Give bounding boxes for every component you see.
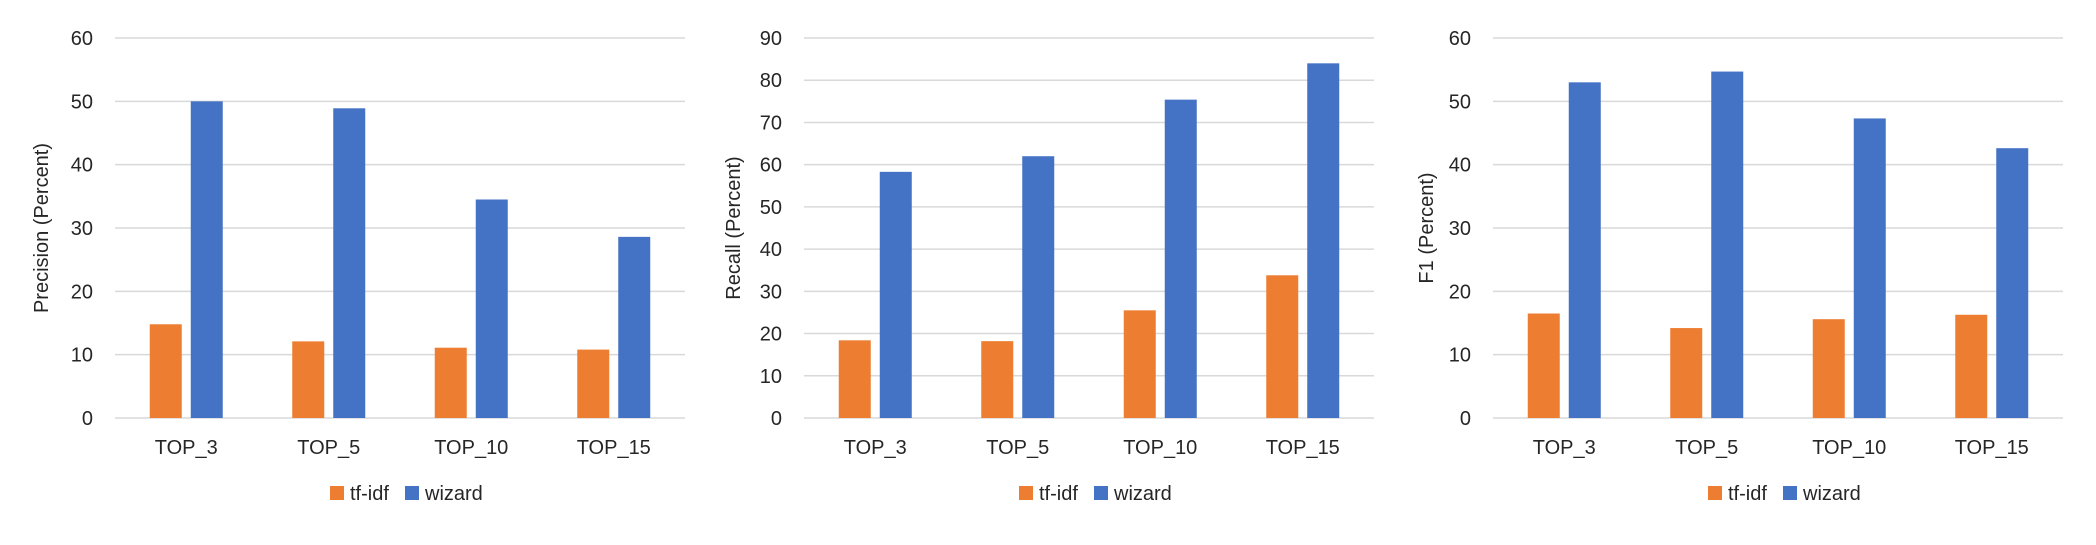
chart-panel-3: 0 10 20 30 40 50 60 F1 (Percent) TOP_3 TOP_5 TOP_1… (1416, 28, 2063, 505)
legend-label-tf-idf: tf-idf (350, 483, 389, 505)
bar-tf-idf-TOP_5 (981, 341, 1014, 418)
x-tick-label: TOP_10 (1123, 437, 1197, 459)
legend-swatch-tf-idf (1019, 486, 1033, 500)
x-tick-label: TOP_3 (844, 437, 907, 459)
bar-wizard-TOP_3 (879, 171, 912, 418)
y-tick-label: 20 (71, 281, 93, 303)
y-tick-label: 40 (71, 155, 93, 177)
legend-label-wizard: wizard (424, 483, 483, 505)
y-tick-label: 0 (82, 408, 93, 430)
bar-wizard-TOP_15 (1307, 63, 1340, 418)
legend-swatch-wizard (405, 486, 419, 500)
y-tick-label: 30 (760, 281, 782, 303)
y-tick-label: 90 (760, 28, 782, 50)
y-tick-label: 70 (760, 112, 782, 134)
y-tick-label: 0 (771, 408, 782, 430)
y-axis-title: Recall (Percent) (723, 156, 745, 299)
y-tick-label: 30 (1449, 218, 1471, 240)
y-tick-label: 80 (760, 70, 782, 92)
y-tick-label: 10 (760, 366, 782, 388)
bar-wizard-TOP_10 (475, 199, 508, 418)
chart-panel-2: 0 10 20 30 40 50 60 70 80 90 Recall (Percent) TOP_3… (723, 28, 1374, 505)
bar-tf-idf-TOP_5 (292, 341, 325, 418)
y-tick-label: 60 (1449, 28, 1471, 50)
x-tick-label: TOP_15 (577, 437, 651, 459)
y-tick-label: 60 (760, 155, 782, 177)
y-tick-label: 30 (71, 218, 93, 240)
x-tick-label: TOP_10 (1812, 437, 1886, 459)
x-tick-label: TOP_15 (1266, 437, 1340, 459)
y-axis-title: F1 (Percent) (1416, 172, 1438, 283)
legend-label-wizard: wizard (1113, 483, 1172, 505)
bar-tf-idf-TOP_3 (838, 340, 871, 418)
legend-swatch-tf-idf (1708, 486, 1722, 500)
legend-swatch-wizard (1783, 486, 1797, 500)
bar-tf-idf-TOP_5 (1670, 328, 1703, 418)
bar-tf-idf-TOP_10 (1123, 310, 1156, 418)
y-tick-label: 40 (1449, 155, 1471, 177)
y-axis-title: Precision (Percent) (31, 143, 53, 313)
bar-wizard-TOP_5 (333, 108, 366, 419)
y-tick-label: 0 (1460, 408, 1471, 430)
y-tick-label: 40 (760, 239, 782, 261)
y-tick-label: 50 (760, 197, 782, 219)
bar-wizard-TOP_3 (190, 101, 223, 418)
bar-wizard-TOP_10 (1164, 99, 1197, 419)
x-tick-label: TOP_15 (1955, 437, 2029, 459)
bar-wizard-TOP_15 (618, 236, 651, 418)
x-tick-label: TOP_5 (297, 437, 360, 459)
chart-panel-1: 0 10 20 30 40 50 60 Precision (Percent) TOP_3 TOP… (31, 28, 685, 505)
x-tick-label: TOP_3 (1533, 437, 1596, 459)
bar-wizard-TOP_15 (1996, 148, 2029, 418)
y-tick-label: 60 (71, 28, 93, 50)
legend-swatch-wizard (1094, 486, 1108, 500)
bar-tf-idf-TOP_10 (1812, 319, 1845, 418)
y-tick-label: 50 (71, 91, 93, 113)
y-tick-label: 50 (1449, 91, 1471, 113)
bar-tf-idf-TOP_15 (1955, 314, 1988, 418)
bar-wizard-TOP_5 (1022, 156, 1055, 418)
x-tick-label: TOP_5 (1675, 437, 1738, 459)
bar-tf-idf-TOP_15 (577, 349, 610, 418)
y-tick-label: 20 (1449, 281, 1471, 303)
bar-tf-idf-TOP_15 (1266, 275, 1299, 418)
bar-wizard-TOP_10 (1853, 118, 1886, 418)
legend-swatch-tf-idf (330, 486, 344, 500)
x-tick-label: TOP_5 (986, 437, 1049, 459)
bar-wizard-TOP_3 (1568, 82, 1601, 418)
bar-tf-idf-TOP_3 (149, 324, 182, 418)
y-tick-label: 10 (71, 345, 93, 367)
legend-label-tf-idf: tf-idf (1039, 483, 1078, 505)
y-tick-label: 10 (1449, 345, 1471, 367)
legend-label-wizard: wizard (1802, 483, 1861, 505)
bar-tf-idf-TOP_10 (434, 347, 467, 418)
y-tick-label: 20 (760, 324, 782, 346)
bar-tf-idf-TOP_3 (1527, 313, 1560, 418)
x-tick-label: TOP_10 (434, 437, 508, 459)
x-tick-label: TOP_3 (155, 437, 218, 459)
legend-label-tf-idf: tf-idf (1728, 483, 1767, 505)
bar-wizard-TOP_5 (1711, 71, 1744, 419)
